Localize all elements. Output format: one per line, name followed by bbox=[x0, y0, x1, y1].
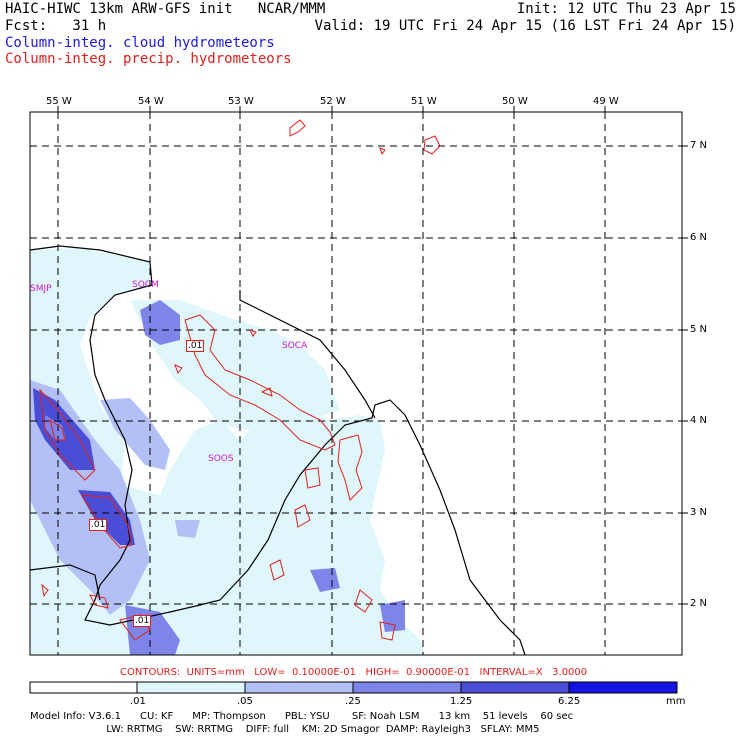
lon-tick-51w: 51 W bbox=[411, 96, 437, 107]
lat-tick-3n: 3 N bbox=[690, 507, 708, 518]
station-socm: SOCM bbox=[132, 280, 159, 290]
colorbar bbox=[29, 681, 678, 694]
coastline bbox=[29, 245, 526, 656]
colorbar-level-1: .01 bbox=[130, 696, 146, 707]
precip-field-title: Column-integ. precip. hydrometeors bbox=[5, 51, 292, 67]
model-info-line2: LW: RRTMG SW: RRTMG DIFF: full KM: 2D Sm… bbox=[30, 724, 540, 735]
shade-region-light-2 bbox=[130, 300, 340, 440]
lon-tick-53w: 53 W bbox=[228, 96, 254, 107]
shade-region-mid-7 bbox=[175, 520, 200, 538]
colorbar-level-3: .25 bbox=[345, 696, 361, 707]
lat-tick-4n: 4 N bbox=[690, 415, 708, 426]
map-frame bbox=[29, 111, 683, 656]
lon-tick-50w: 50 W bbox=[502, 96, 528, 107]
contour-label: .01 bbox=[186, 340, 205, 352]
cloud-shading bbox=[30, 248, 425, 655]
lon-tick-49w: 49 W bbox=[593, 96, 619, 107]
station-soos: SOOS bbox=[208, 454, 234, 464]
cloud-field-title: Column-integ. cloud hydrometeors bbox=[5, 35, 275, 51]
frame-ticks bbox=[57, 106, 688, 605]
contours-info: CONTOURS: UNITS=mm LOW= 0.10000E-01 HIGH… bbox=[120, 667, 588, 678]
valid-time: Valid: 19 UTC Fri 24 Apr 15 (16 LST Fri … bbox=[314, 18, 736, 34]
lon-tick-55w: 55 W bbox=[46, 96, 72, 107]
colorbar-level-4: 1.25 bbox=[450, 696, 473, 707]
shade-region-dark bbox=[33, 388, 95, 470]
contour-label: .01 bbox=[133, 615, 152, 627]
shade-region-light-3 bbox=[30, 255, 110, 310]
header-title: HAIC-HIWC 13km ARW-GFS init NCAR/MMM bbox=[5, 1, 326, 17]
shade-region-dark-2 bbox=[78, 490, 135, 545]
border-west bbox=[29, 564, 101, 601]
init-time: Init: 12 UTC Thu 23 Apr 15 bbox=[516, 1, 736, 17]
colorbar-level-5: 6.25 bbox=[558, 696, 581, 707]
lat-tick-5n: 5 N bbox=[690, 324, 708, 335]
lat-tick-6n: 6 N bbox=[690, 232, 708, 243]
forecast-hour: Fcst: 31 h bbox=[5, 18, 107, 34]
station-soca: SOCA bbox=[282, 341, 308, 351]
lat-tick-2n: 2 N bbox=[690, 598, 708, 609]
coastline-path bbox=[29, 245, 526, 656]
station-smjp: SMJP bbox=[30, 284, 52, 294]
precip-contours bbox=[39, 119, 441, 641]
model-info-line1: Model Info: V3.6.1 CU: KF MP: Thompson P… bbox=[30, 711, 574, 722]
colorbar-level-2: .05 bbox=[237, 696, 253, 707]
lon-tick-54w: 54 W bbox=[138, 96, 164, 107]
colorbar-units: mm bbox=[666, 696, 686, 707]
coastline-north bbox=[239, 290, 376, 419]
graticule bbox=[30, 112, 682, 655]
shade-region-mid-6 bbox=[380, 600, 405, 632]
shade-region-mid-2 bbox=[100, 398, 170, 470]
lat-tick-7n: 7 N bbox=[690, 140, 708, 151]
lon-tick-52w: 52 W bbox=[320, 96, 346, 107]
contour-label: .01 bbox=[89, 519, 108, 531]
